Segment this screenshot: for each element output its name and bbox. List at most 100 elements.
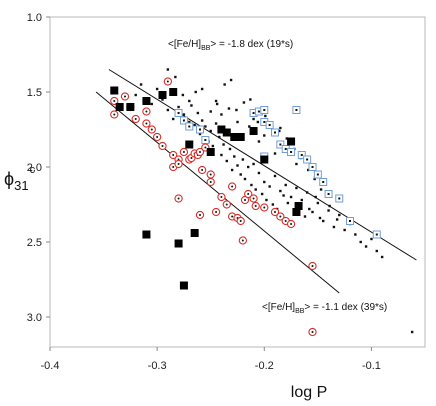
point-red-circle <box>169 150 178 160</box>
point-small-dot <box>265 198 268 202</box>
red-circle-center <box>201 169 204 171</box>
point-red-circle <box>227 182 237 191</box>
point-blue-square <box>324 190 333 198</box>
point-red-circle <box>206 177 215 187</box>
blue-square-center <box>177 112 180 114</box>
point-black-square <box>230 133 239 141</box>
annotation-metal-poor-b: > = -1.8 dex (19*s) <box>210 39 293 50</box>
plot-frame <box>49 16 426 348</box>
point-small-dot <box>254 188 257 191</box>
blue-square-center <box>349 220 351 222</box>
point-small-dot <box>194 90 197 94</box>
point-small-dot <box>166 68 170 71</box>
point-red-circle <box>286 219 296 229</box>
point-small-dot <box>332 225 336 229</box>
x-axis-ticks: -0.4 -0.3 -0.2 -0.1 <box>41 347 381 372</box>
point-red-circle <box>206 170 215 179</box>
point-red-circle <box>174 159 183 169</box>
point-black-square <box>249 127 258 135</box>
y-tick-label: 3.0 <box>27 312 42 324</box>
point-blue-square <box>179 116 188 125</box>
point-small-dot <box>182 113 186 116</box>
annotation-metal-poor: <[Fe/H]BB> = -1.8 dex (19*s) <box>168 39 293 52</box>
point-small-dot <box>285 137 288 140</box>
point-small-dot <box>218 135 221 139</box>
point-red-circle <box>197 165 207 175</box>
point-red-circle <box>110 110 119 119</box>
blue-square-center <box>274 131 276 134</box>
point-red-circle <box>249 194 258 203</box>
point-red-circle <box>142 119 151 128</box>
point-small-dot <box>311 210 314 214</box>
red-circle-center <box>279 215 282 218</box>
point-black-square <box>115 103 124 111</box>
point-small-dot <box>260 192 264 196</box>
red-circle-center <box>241 239 244 242</box>
red-circle-center <box>177 163 180 165</box>
point-small-dot <box>204 125 207 128</box>
point-small-dot <box>172 117 175 121</box>
point-black-square <box>185 140 194 149</box>
point-small-dot <box>257 171 261 175</box>
point-small-dot <box>215 102 219 106</box>
point-small-dot <box>273 152 277 155</box>
blue-square-center <box>279 143 282 146</box>
point-blue-square <box>185 122 194 131</box>
point-red-circle <box>158 141 167 151</box>
point-small-dot <box>410 330 414 334</box>
point-red-circle <box>240 195 250 205</box>
y-tick-label: 2.5 <box>27 237 42 249</box>
fit-lines <box>95 69 417 294</box>
point-small-dot <box>279 189 282 193</box>
point-small-dot <box>242 101 246 104</box>
point-blue-square <box>372 230 381 239</box>
point-small-dot <box>335 218 339 221</box>
point-small-dot <box>252 117 255 121</box>
point-small-dot <box>200 119 204 122</box>
annotation-metal-rich-b: > = -1.1 dex (39*s) <box>304 302 387 313</box>
point-small-dot <box>227 107 231 110</box>
blue-square-center <box>263 109 266 111</box>
blue-square-center <box>306 158 309 161</box>
point-red-circle <box>251 201 260 211</box>
point-small-dot <box>295 186 298 190</box>
red-circle-center <box>145 110 148 113</box>
blue-square-center <box>188 125 191 128</box>
blue-square-center <box>284 148 287 150</box>
point-small-dot <box>252 162 255 166</box>
point-small-dot <box>375 249 378 253</box>
annotation-metal-rich-sub: BB <box>295 308 305 315</box>
point-black-square <box>222 128 231 137</box>
point-small-dot <box>359 240 362 244</box>
point-red-circle <box>179 147 189 157</box>
fit-line-1 <box>108 69 417 261</box>
red-circle-center <box>150 128 153 131</box>
blue-square-center <box>338 197 341 200</box>
point-red-circle <box>163 77 173 86</box>
red-circle-center <box>225 203 228 206</box>
red-circle-center <box>177 197 180 200</box>
point-red-circle <box>195 210 205 220</box>
point-blue-square <box>287 148 296 156</box>
point-small-dot <box>316 201 320 205</box>
point-small-dot <box>295 162 298 166</box>
point-small-dot <box>241 158 245 161</box>
point-small-dot <box>211 144 215 148</box>
point-black-square <box>206 148 215 156</box>
blue-square-center <box>295 109 298 111</box>
point-small-dot <box>188 120 191 124</box>
red-circle-center <box>311 265 314 267</box>
point-small-dot <box>214 122 218 125</box>
point-blue-square <box>196 125 204 134</box>
blue-square-center <box>204 139 207 141</box>
annotation-metal-poor-sub: BB <box>201 45 211 52</box>
blue-square-center <box>263 121 266 123</box>
point-small-dot <box>134 93 137 97</box>
blue-square-center <box>327 193 330 195</box>
red-circle-center <box>263 206 266 209</box>
point-small-dot <box>198 132 202 136</box>
point-black-square <box>190 229 199 237</box>
point-black-square <box>236 133 245 141</box>
red-circle-center <box>204 146 207 149</box>
point-blue-square <box>271 128 279 137</box>
